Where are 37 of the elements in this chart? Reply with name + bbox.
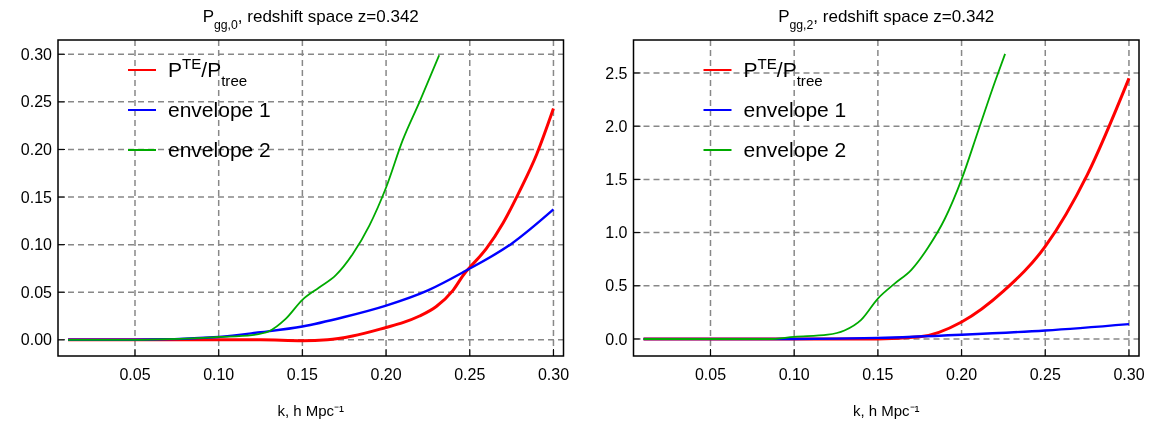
y-tick-label: 2.5 [605, 64, 628, 82]
y-tick-label: 0.15 [20, 188, 53, 206]
y-tick-label: 1.0 [605, 224, 628, 242]
x-tick-label: 0.25 [1029, 366, 1061, 383]
y-tick-label: 0.5 [605, 277, 628, 295]
y-tick-label: 0.0 [605, 330, 628, 348]
legend-label: envelope 1 [168, 98, 271, 122]
chart-title: P$_{gg,2}$, redshift space z=0.342 [778, 7, 995, 32]
x-axis-title: k, h Mpc⁻¹ [852, 402, 920, 419]
x-axis-title: k, h Mpc⁻¹ [277, 402, 345, 419]
x-tick-label: 0.05 [694, 366, 727, 383]
x-tick-label: 0.05 [119, 366, 151, 383]
x-tick-label: 0.10 [203, 366, 235, 383]
legend-label: envelope 2 [743, 138, 847, 162]
y-tick-label: 0.20 [20, 141, 53, 159]
y-tick-label: 0.10 [20, 236, 53, 254]
legend-label: envelope 2 [168, 138, 271, 162]
x-tick-label: 0.30 [1113, 366, 1145, 383]
y-tick-label: 0.25 [20, 93, 53, 111]
legend-label: P$^{TE}$/P$_{tree}$ [168, 54, 248, 89]
line-series [642, 52, 1006, 340]
y-tick-label: 0.00 [20, 331, 53, 349]
y-tick-label: 0.30 [20, 45, 53, 63]
x-tick-label: 0.15 [862, 366, 894, 383]
chart-title: P$_{gg,0}$, redshift space z=0.342 [202, 7, 419, 32]
y-tick-label: 1.5 [605, 170, 628, 188]
line-series [67, 54, 441, 341]
legend-label: P$^{TE}$/P$_{tree}$ [743, 54, 823, 89]
x-tick-label: 0.25 [454, 366, 486, 383]
y-tick-label: 2.0 [605, 117, 628, 135]
x-tick-label: 0.20 [370, 366, 402, 383]
x-tick-label: 0.30 [537, 366, 570, 383]
y-tick-label: 0.05 [20, 283, 53, 301]
x-tick-label: 0.15 [286, 366, 319, 383]
legend-label: envelope 1 [743, 98, 847, 122]
x-tick-label: 0.10 [778, 366, 810, 383]
x-tick-label: 0.20 [946, 366, 978, 383]
